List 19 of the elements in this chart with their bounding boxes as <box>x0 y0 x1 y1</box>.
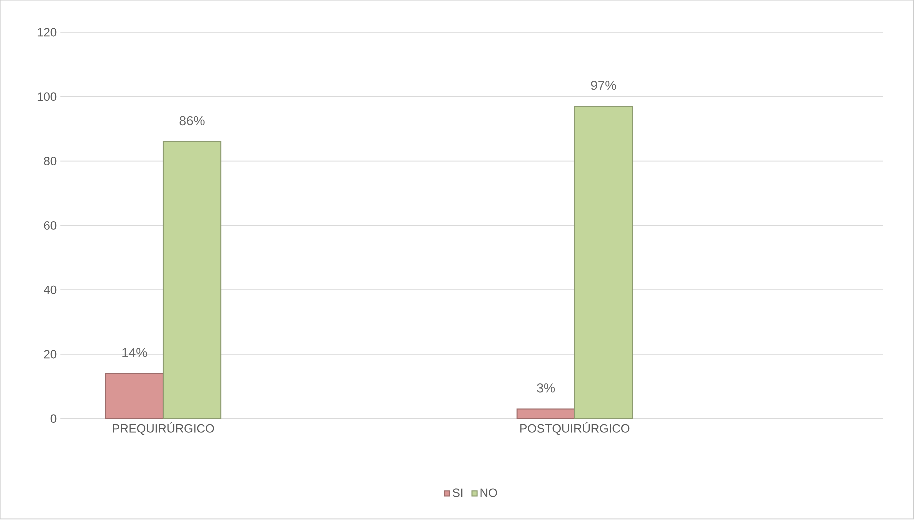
y-tick-label: 20 <box>44 350 57 359</box>
y-tick-label: 40 <box>44 286 57 295</box>
legend-label: SI <box>452 488 463 498</box>
data-label: 3% <box>537 384 556 393</box>
y-tick-label: 80 <box>44 157 57 166</box>
x-tick-label: PREQUIRÚRGICO <box>113 422 214 436</box>
legend-label: NO <box>480 488 498 498</box>
y-tick-label: 120 <box>38 28 57 37</box>
y-tick-label: 100 <box>38 92 57 102</box>
bar <box>162 142 222 420</box>
bar <box>516 408 576 420</box>
bar <box>105 373 164 420</box>
bar <box>574 106 634 420</box>
data-label: 14% <box>122 348 148 358</box>
y-tick-label: 60 <box>44 222 57 230</box>
data-label: 97% <box>591 81 616 90</box>
data-label: 86% <box>180 116 205 126</box>
y-tick-label: 0 <box>50 414 57 424</box>
x-tick-label: POSTQUIRÚRGICO <box>520 422 630 436</box>
